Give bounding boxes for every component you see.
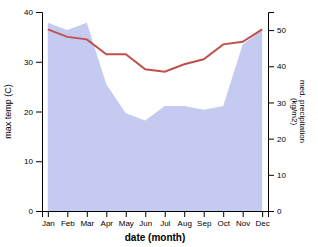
tick-label: 40 (277, 62, 286, 71)
tick: 10 (268, 171, 286, 180)
tick: Feb (61, 211, 75, 228)
tick-mark (268, 66, 274, 67)
tick-label: 30 (24, 58, 33, 67)
tick: Jun (139, 211, 152, 228)
x-axis-line (43, 212, 269, 218)
tick: 30 (24, 58, 42, 67)
y2-axis: 0 10 20 30 40 50 (268, 13, 286, 217)
tick: May (119, 211, 134, 228)
tick-mark (268, 102, 274, 103)
y2-axis-title: med. precipitation(kg/m2) (290, 80, 308, 143)
tick: Nov (236, 211, 250, 228)
tick-label: Sep (197, 219, 212, 228)
tick: Aug (178, 211, 192, 228)
y2-axis-title-line: med. precipitation (298, 80, 307, 143)
tick: Apr (101, 211, 114, 228)
tick-label: 20 (277, 135, 286, 144)
tick-label: Jul (160, 219, 170, 228)
area (48, 23, 262, 211)
tick: 30 (268, 99, 286, 108)
tick-mark (145, 211, 146, 217)
tick-mark (204, 211, 205, 217)
tick-mark (268, 30, 274, 31)
tick-mark (36, 12, 42, 13)
tick: Jan (42, 211, 55, 228)
tick: Dec (256, 211, 270, 228)
y2-axis-title-line: (kg/m2) (290, 98, 299, 125)
y-axis-line (36, 13, 43, 212)
tick-label: 40 (24, 8, 33, 17)
tick-label: Aug (178, 219, 192, 228)
tick-label: Oct (217, 219, 230, 228)
tick-label: 0 (277, 207, 282, 216)
tick-label: Jan (42, 219, 55, 228)
tick: 40 (268, 62, 286, 71)
tick: Mar (80, 211, 94, 228)
tick: 0 (268, 207, 282, 216)
tick-mark (67, 211, 68, 217)
tick-mark (36, 161, 42, 162)
tick-label: 20 (24, 108, 33, 117)
tick-label: Feb (61, 219, 75, 228)
tick-mark (268, 139, 274, 140)
y-axis: 0 10 20 30 40 (24, 8, 42, 216)
tick-label: Nov (236, 219, 250, 228)
tick-label: 50 (277, 26, 286, 35)
tick-label: May (119, 219, 134, 228)
plot: Jan Feb Mar Apr May Jun Jul Aug Sep Oct Nov Dec 0 10 2… (24, 8, 286, 228)
tick-label: Apr (101, 219, 114, 228)
tick-mark (223, 211, 224, 217)
tick-mark (36, 112, 42, 113)
y2-axis-line (269, 13, 275, 212)
chart: Jan Feb Mar Apr May Jun Jul Aug Sep Oct Nov Dec 0 10 2… (0, 0, 318, 247)
tick-mark (106, 211, 107, 217)
tick: Oct (217, 211, 230, 228)
tick-mark (126, 211, 127, 217)
tick-label: 0 (29, 207, 34, 216)
tick-mark (165, 211, 166, 217)
tick: Sep (197, 211, 212, 228)
tick-label: Dec (256, 219, 270, 228)
tick-label: Jun (139, 219, 152, 228)
tick-mark (48, 211, 49, 217)
x-axis-title: date (month) (125, 232, 186, 243)
line (48, 29, 262, 71)
tick-mark (268, 175, 274, 176)
tick-mark (87, 211, 88, 217)
tick-mark (36, 62, 42, 63)
tick-label: 10 (277, 171, 286, 180)
tick: 20 (24, 108, 42, 117)
tick: Jul (160, 211, 170, 228)
tick: 10 (24, 157, 42, 166)
tick: 50 (268, 26, 286, 35)
tick-mark (36, 211, 42, 212)
tick: 40 (24, 8, 42, 17)
tick-label: Mar (80, 219, 94, 228)
x-axis: Jan Feb Mar Apr May Jun Jul Aug Sep Oct Nov Dec (42, 211, 270, 228)
y-axis-title: max temp (C) (3, 84, 13, 139)
tick-label: 30 (277, 99, 286, 108)
marks (48, 23, 262, 211)
tick: 20 (268, 135, 286, 144)
tick-mark (243, 211, 244, 217)
tick-label: 10 (24, 157, 33, 166)
tick-mark (262, 211, 263, 217)
tick: 0 (29, 207, 42, 216)
tick-mark (268, 211, 274, 212)
tick-mark (184, 211, 185, 217)
